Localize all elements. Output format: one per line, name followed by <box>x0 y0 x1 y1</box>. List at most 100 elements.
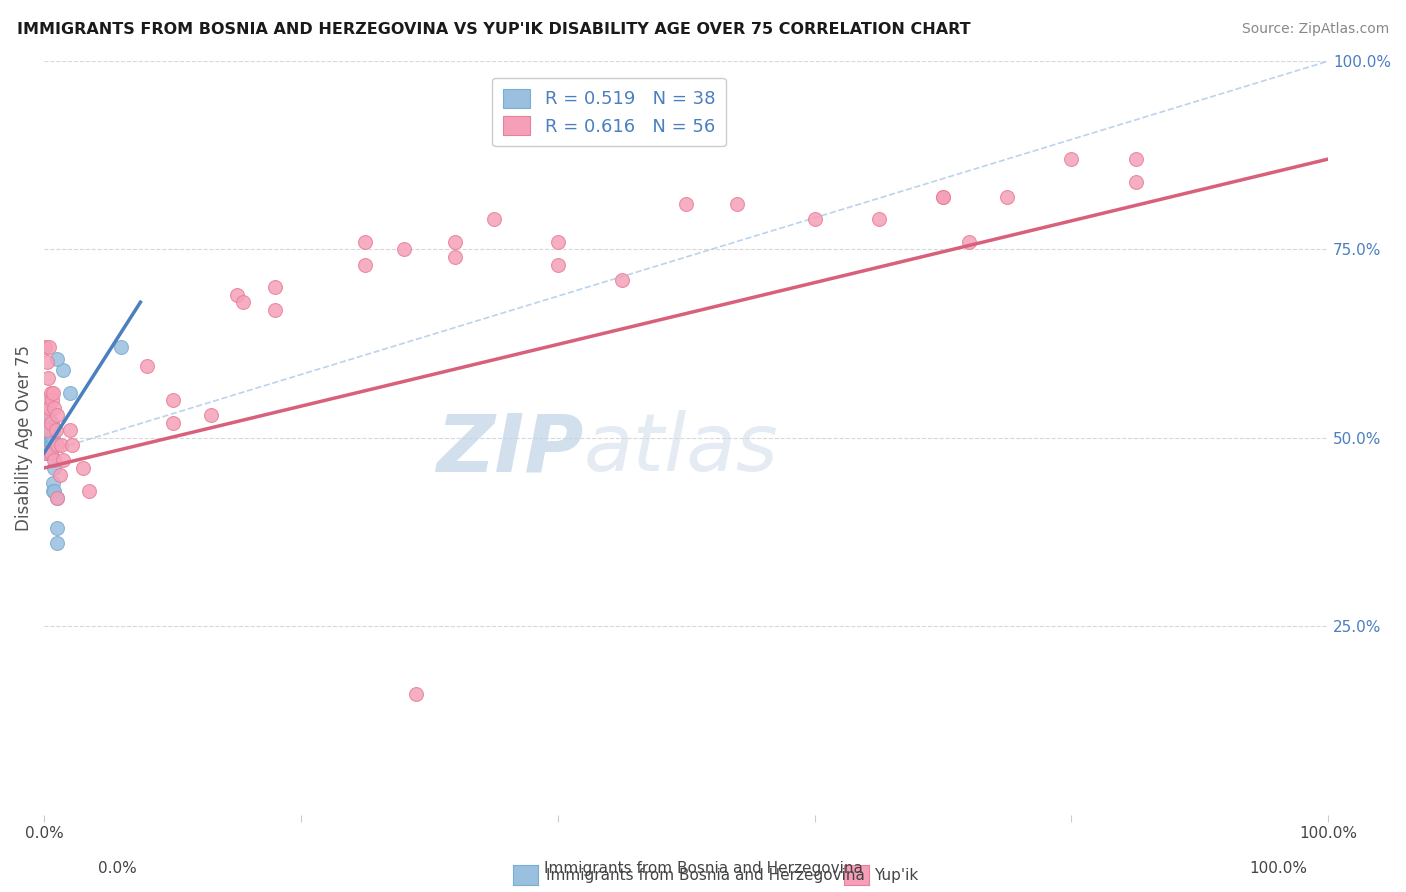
Point <box>444 250 467 264</box>
Point <box>34 431 56 445</box>
Point <box>48 468 70 483</box>
Point <box>77 483 100 498</box>
Point <box>392 243 415 257</box>
Point <box>162 393 184 408</box>
Point <box>38 340 60 354</box>
Point <box>354 235 377 249</box>
Text: Source: ZipAtlas.com: Source: ZipAtlas.com <box>1241 22 1389 37</box>
Point <box>39 446 62 460</box>
Point <box>38 401 60 415</box>
Text: 0.0%: 0.0% <box>98 861 138 876</box>
Point <box>39 423 62 437</box>
Point <box>225 287 247 301</box>
Point <box>354 258 377 272</box>
Point <box>110 340 132 354</box>
Point <box>42 476 65 491</box>
Point <box>37 423 59 437</box>
Point <box>41 393 63 408</box>
Point <box>46 491 69 505</box>
Point <box>35 446 58 460</box>
Text: Yup'ik: Yup'ik <box>875 869 918 883</box>
Point <box>547 258 569 272</box>
Point <box>52 363 75 377</box>
Point <box>405 687 427 701</box>
Text: atlas: atlas <box>583 410 778 488</box>
Point <box>675 197 697 211</box>
Point <box>46 351 69 366</box>
Point <box>34 446 56 460</box>
Point <box>38 431 60 445</box>
Point <box>957 235 980 249</box>
Point <box>38 408 60 422</box>
Point <box>38 423 60 437</box>
Point <box>803 212 825 227</box>
Point <box>135 359 157 374</box>
Point <box>444 235 467 249</box>
Point <box>35 355 58 369</box>
Point <box>35 423 58 437</box>
Point <box>34 340 56 354</box>
Text: Immigrants from Bosnia and Herzegovina: Immigrants from Bosnia and Herzegovina <box>544 861 862 876</box>
Point <box>37 370 59 384</box>
Point <box>232 295 254 310</box>
Point <box>46 408 69 422</box>
Point <box>44 483 66 498</box>
Point <box>35 438 58 452</box>
Point <box>35 393 58 408</box>
Point <box>547 235 569 249</box>
Point <box>35 423 58 437</box>
Point <box>41 431 63 445</box>
Point <box>37 416 59 430</box>
Point <box>37 446 59 460</box>
Point <box>39 446 62 460</box>
Point <box>932 190 955 204</box>
Point <box>42 423 65 437</box>
Point <box>37 438 59 452</box>
Point <box>45 423 67 437</box>
Point <box>932 190 955 204</box>
Point <box>46 491 69 505</box>
Point <box>264 280 287 294</box>
Point <box>52 453 75 467</box>
Point <box>41 438 63 452</box>
Point <box>727 197 749 211</box>
Point <box>59 385 82 400</box>
Point <box>46 438 69 452</box>
Point <box>59 423 82 437</box>
Point <box>42 431 65 445</box>
Point <box>200 408 222 422</box>
Point <box>34 438 56 452</box>
Point <box>34 423 56 437</box>
Point <box>46 536 69 550</box>
Point <box>38 438 60 452</box>
Text: IMMIGRANTS FROM BOSNIA AND HERZEGOVINA VS YUP'IK DISABILITY AGE OVER 75 CORRELAT: IMMIGRANTS FROM BOSNIA AND HERZEGOVINA V… <box>17 22 970 37</box>
Point <box>610 272 633 286</box>
Point <box>35 431 58 445</box>
Point <box>868 212 890 227</box>
Point <box>39 438 62 452</box>
Point <box>1060 152 1083 166</box>
Y-axis label: Disability Age Over 75: Disability Age Over 75 <box>15 345 32 531</box>
Point <box>39 385 62 400</box>
Point <box>37 408 59 422</box>
Point <box>44 401 66 415</box>
Point <box>482 212 505 227</box>
Point <box>35 416 58 430</box>
Point <box>1125 175 1147 189</box>
Text: ZIP: ZIP <box>436 410 583 488</box>
Point <box>995 190 1018 204</box>
Point <box>72 461 94 475</box>
Point <box>60 438 83 452</box>
Point <box>39 431 62 445</box>
Point <box>46 521 69 535</box>
Point <box>42 385 65 400</box>
Text: Immigrants from Bosnia and Herzegovina: Immigrants from Bosnia and Herzegovina <box>546 869 865 883</box>
Point <box>44 461 66 475</box>
Point <box>49 438 72 452</box>
Point <box>37 431 59 445</box>
Point <box>162 416 184 430</box>
Point <box>44 453 66 467</box>
Point <box>1125 152 1147 166</box>
Legend: R = 0.519   N = 38, R = 0.616   N = 56: R = 0.519 N = 38, R = 0.616 N = 56 <box>492 78 725 146</box>
Point <box>34 446 56 460</box>
